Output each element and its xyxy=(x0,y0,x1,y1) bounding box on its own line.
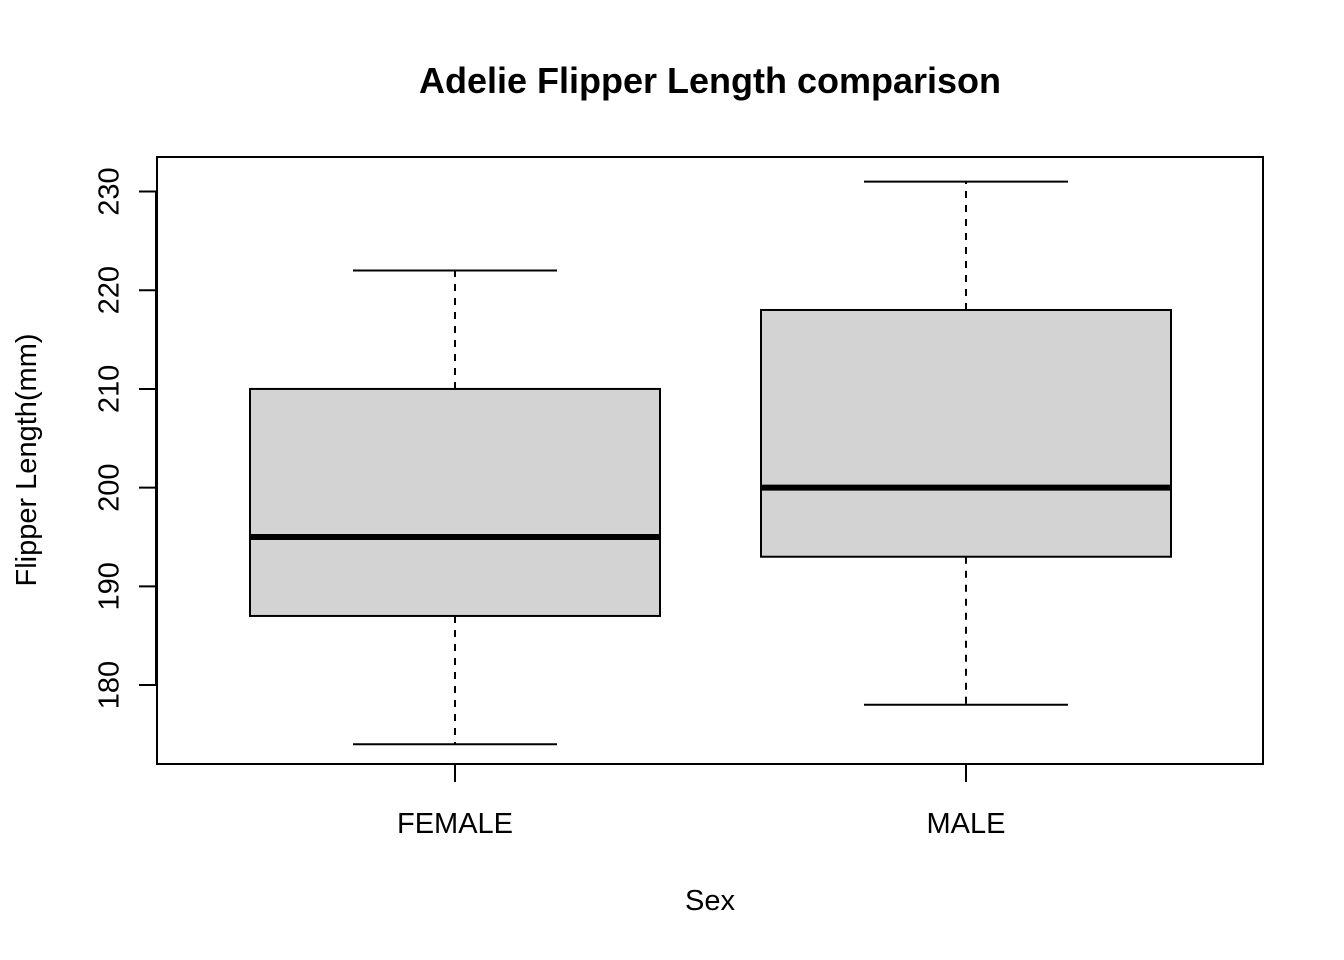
x-tick-label: MALE xyxy=(927,808,1006,840)
chart-title: Adelie Flipper Length comparison xyxy=(419,60,1001,101)
y-tick-label: 200 xyxy=(94,463,126,511)
box-male xyxy=(760,180,1172,706)
x-tick-label: FEMALE xyxy=(397,808,513,840)
y-tick-label: 190 xyxy=(94,562,126,610)
y-axis-label: Flipper Length(mm) xyxy=(11,333,43,586)
iqr-box xyxy=(760,308,1172,558)
x-axis: FEMALE MALE xyxy=(397,764,1006,840)
y-tick-label: 210 xyxy=(94,365,126,413)
box-female xyxy=(249,269,661,746)
y-axis: 180 190 200 210 220 230 xyxy=(94,167,157,709)
y-tick-label: 180 xyxy=(94,661,126,709)
iqr-box xyxy=(249,387,661,617)
boxes-layer xyxy=(249,180,1172,746)
y-tick-label: 230 xyxy=(94,167,126,215)
x-axis-label: Sex xyxy=(685,885,735,917)
y-tick-label: 220 xyxy=(94,266,126,314)
